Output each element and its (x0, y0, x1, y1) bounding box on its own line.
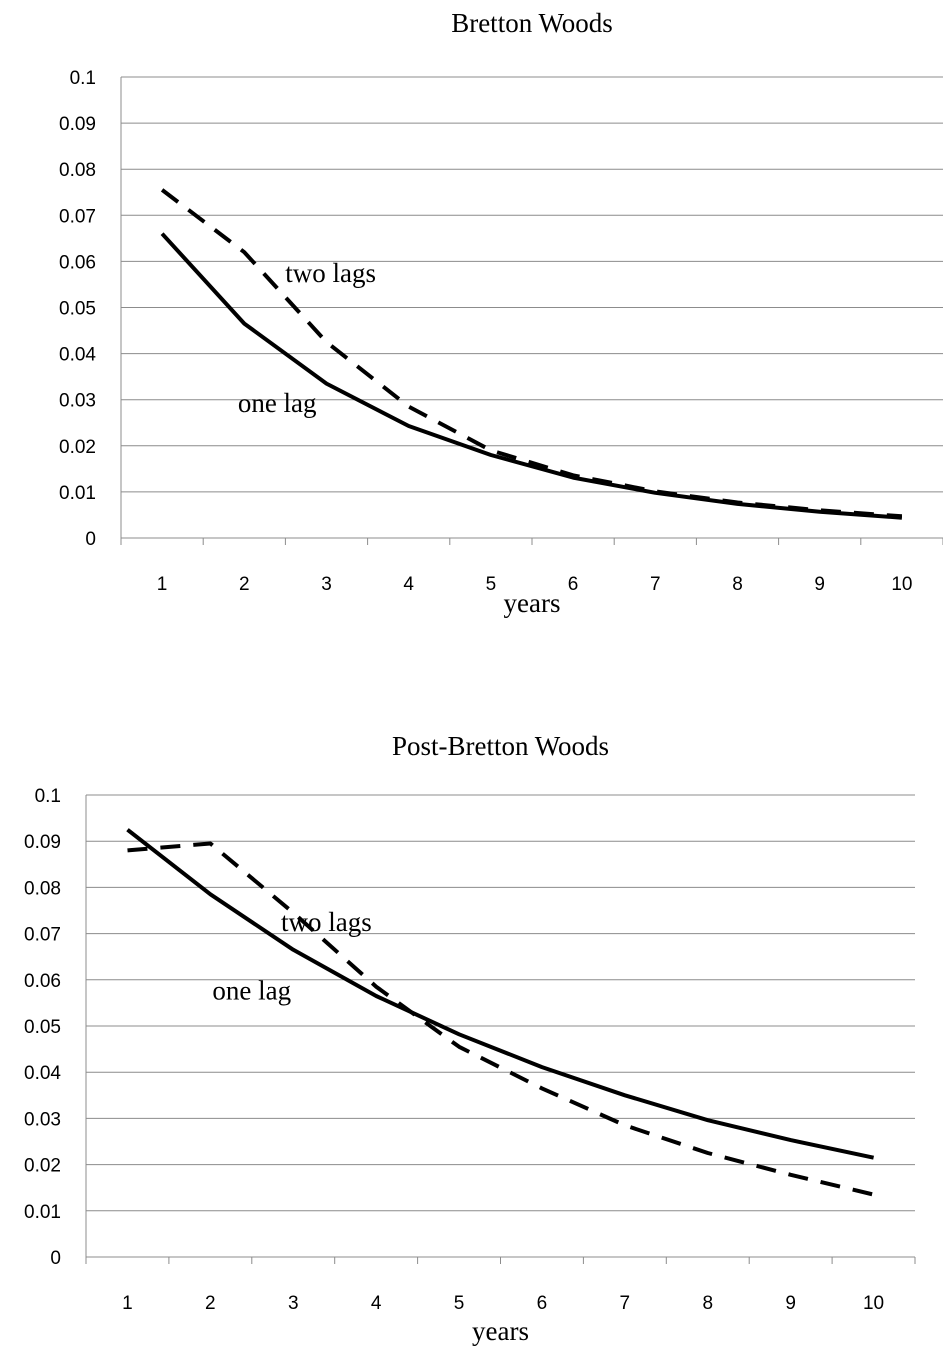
x-tick-label: 10 (891, 574, 912, 595)
y-tick-label: 0.03 (24, 1109, 61, 1130)
y-tick-label: 0.03 (59, 391, 96, 412)
y-tick-label: 0.06 (24, 971, 61, 992)
x-tick-label: 7 (650, 574, 661, 595)
series-annotation: two lags (285, 258, 376, 288)
x-tick-label: 10 (863, 1293, 884, 1314)
x-axis-label: years (504, 588, 561, 618)
y-tick-label: 0.05 (24, 1017, 61, 1038)
y-tick-label: 0.07 (59, 206, 96, 227)
chart-1: Bretton Woods 0 0.01 0.02 0.03 0.04 0.05 0.06 0.… (59, 8, 943, 618)
x-tick-label: 4 (403, 574, 414, 595)
x-tick-label: 9 (814, 574, 825, 595)
x-tick-label: 3 (321, 574, 332, 595)
x-tick-label: 5 (454, 1293, 465, 1314)
chart-title: Post-Bretton Woods (392, 731, 609, 761)
series-annotation: one lag (212, 975, 291, 1005)
x-tick-label: 3 (288, 1293, 299, 1314)
y-tick-label: 0.1 (70, 68, 96, 89)
y-tick-label: 0.07 (24, 925, 61, 946)
x-tick-label: 1 (122, 1293, 133, 1314)
series-line-one-lag (126, 828, 875, 1160)
x-tick-label: 2 (205, 1293, 216, 1314)
y-tick-label: 0.06 (59, 252, 96, 273)
series-line-two-lags (160, 188, 903, 519)
x-tick-label: 2 (239, 574, 250, 595)
y-tick-label: 0.08 (24, 878, 61, 899)
x-tick-label: 4 (371, 1293, 382, 1314)
y-tick-label: 0 (50, 1248, 61, 1269)
y-tick-label: 0.08 (59, 160, 96, 181)
y-tick-label: 0.01 (59, 483, 96, 504)
series-annotation: one lag (238, 388, 317, 418)
chart-2: Post-Bretton Woods 0 0.01 0.02 0.03 0.04 0.05 0… (24, 731, 916, 1346)
y-tick-label: 0.02 (24, 1156, 61, 1177)
y-tick-label: 0.09 (59, 114, 96, 135)
y-tick-label: 0.1 (35, 786, 61, 807)
y-tick-label: 0.02 (59, 437, 96, 458)
y-tick-label: 0 (85, 529, 96, 550)
chart-title: Bretton Woods (451, 8, 613, 38)
x-axis-label: years (472, 1316, 529, 1346)
y-tick-label: 0.04 (59, 345, 96, 366)
x-tick-label: 9 (785, 1293, 796, 1314)
x-tick-label: 6 (537, 1293, 548, 1314)
x-tick-label: 1 (157, 574, 168, 595)
x-tick-label: 8 (702, 1293, 713, 1314)
x-tick-label: 8 (732, 574, 743, 595)
series-annotation: two lags (281, 907, 372, 937)
x-tick-label: 6 (568, 574, 579, 595)
y-tick-label: 0.01 (24, 1202, 61, 1223)
series-line-one-lag (160, 232, 903, 520)
series-line-two-lags (127, 841, 875, 1197)
y-tick-label: 0.09 (24, 832, 61, 853)
x-tick-label: 5 (486, 574, 497, 595)
x-tick-label: 7 (620, 1293, 631, 1314)
y-tick-label: 0.05 (59, 299, 96, 320)
y-tick-label: 0.04 (24, 1063, 61, 1084)
